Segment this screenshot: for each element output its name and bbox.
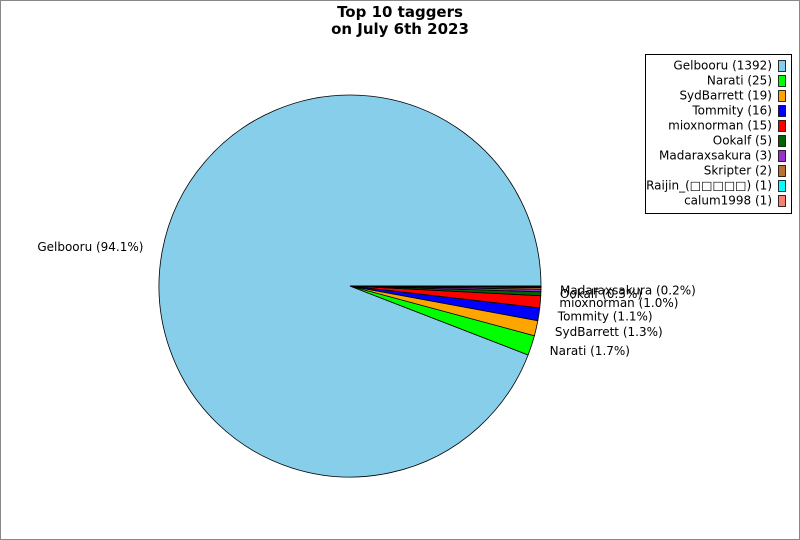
legend-label: calum1998 (1) xyxy=(684,194,772,208)
legend-swatch xyxy=(778,180,786,192)
pie-slice xyxy=(349,285,542,288)
slice-label: Tommity (1.1%) xyxy=(557,310,653,324)
slice-label: Gelbooru (94.1%) xyxy=(37,240,143,254)
slice-label: SydBarrett (1.3%) xyxy=(555,325,663,339)
legend-label: Narati (25) xyxy=(707,74,772,88)
slice-label: Ookalf (0.3%) xyxy=(560,287,642,301)
legend-label: Madaraxsakura (3) xyxy=(659,149,772,163)
legend-swatch xyxy=(778,105,786,117)
legend-swatch xyxy=(778,150,786,162)
legend-label: Gelbooru (1392) xyxy=(673,59,772,73)
legend-swatch xyxy=(778,75,786,87)
legend-label: Raijin_(□□□□□) (1) xyxy=(646,179,772,193)
legend-swatch xyxy=(778,135,786,147)
legend-label: Ookalf (5) xyxy=(713,134,772,148)
legend-box xyxy=(645,54,792,214)
legend-swatch xyxy=(778,195,786,207)
legend-label: mioxnorman (15) xyxy=(668,119,772,133)
slice-label: mioxnorman (1.0%) xyxy=(559,296,678,310)
slice-label: Narati (1.7%) xyxy=(550,344,630,358)
legend-swatch xyxy=(778,90,786,102)
legend-label: Skripter (2) xyxy=(704,164,772,178)
chart-title: Top 10 taggers on July 6th 2023 xyxy=(331,3,469,38)
slice-label: Madaraxsakura (0.2%) xyxy=(560,283,696,297)
legend-swatch xyxy=(778,120,786,132)
legend-label: SydBarrett (19) xyxy=(679,89,772,103)
legend-swatch xyxy=(778,60,786,72)
legend-swatch xyxy=(778,165,786,177)
legend-label: Tommity (16) xyxy=(691,104,772,118)
